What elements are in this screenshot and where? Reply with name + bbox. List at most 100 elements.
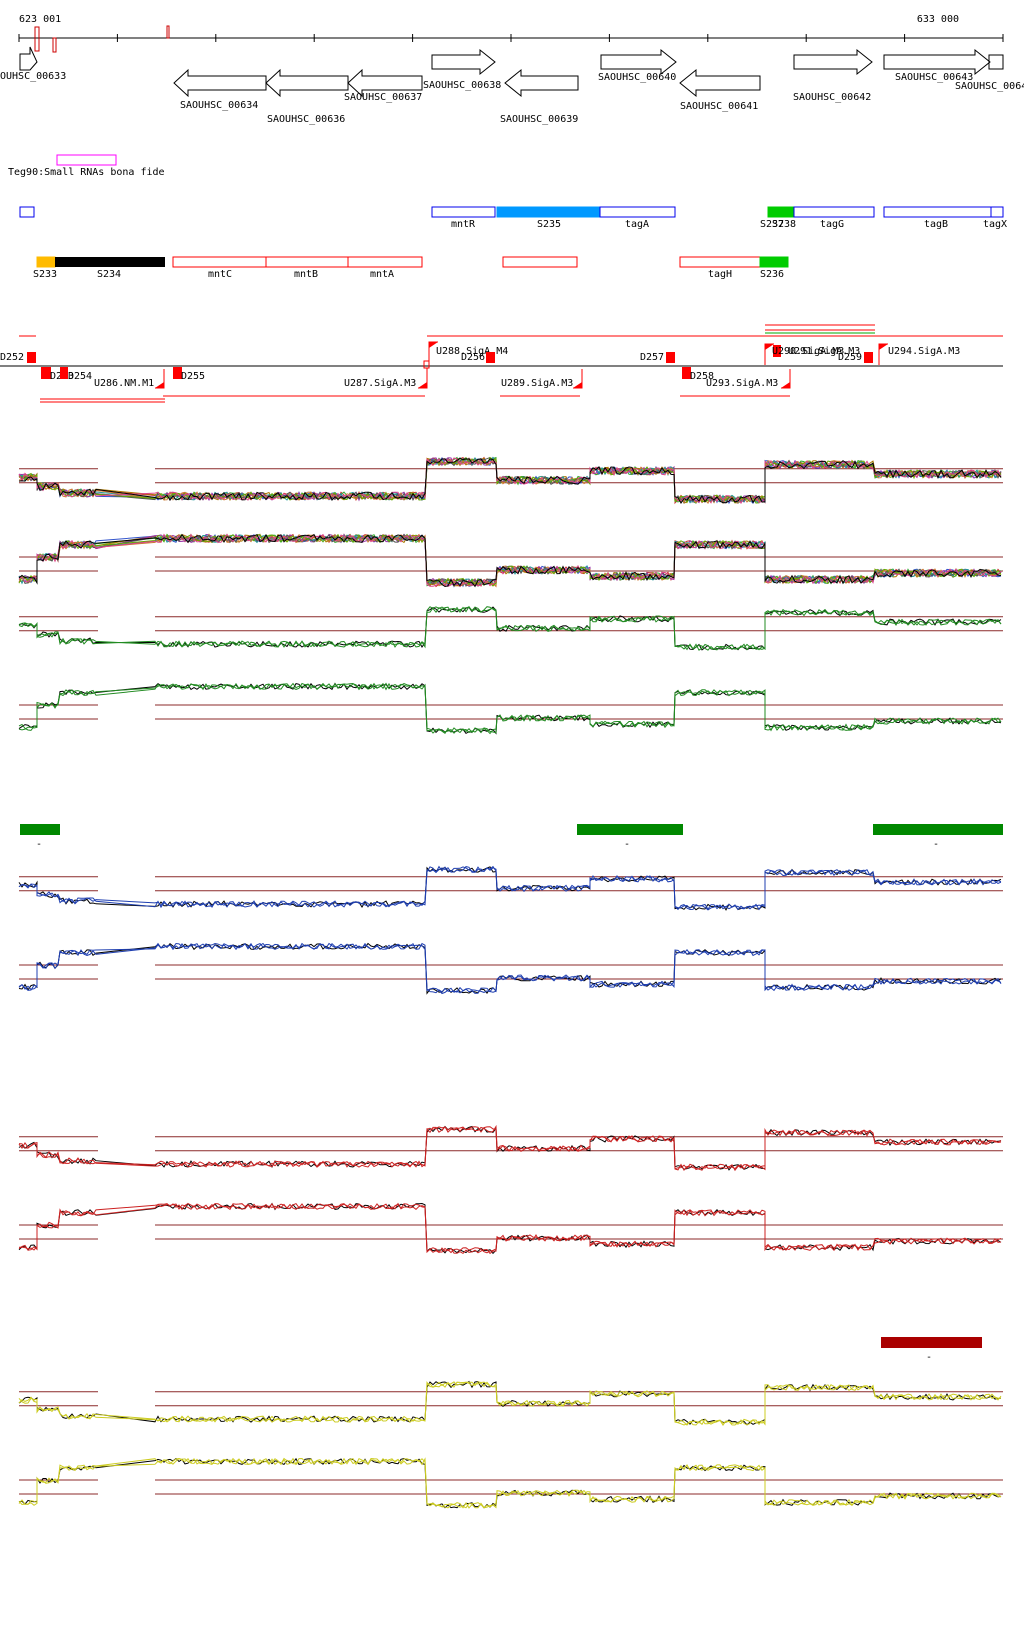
condition-mark: - <box>933 839 939 850</box>
feature-box[interactable] <box>431 206 496 218</box>
feature-box[interactable] <box>599 206 676 218</box>
gene-label: SAOUHSC_00639 <box>500 114 578 125</box>
feature-label: tagB <box>924 219 948 230</box>
expression-line <box>18 605 1002 651</box>
gene-arrow[interactable] <box>679 68 761 98</box>
feature-box[interactable] <box>759 256 789 268</box>
feature-box[interactable] <box>55 257 165 267</box>
condition-bar <box>873 824 1003 835</box>
feature-box[interactable] <box>172 256 267 268</box>
small-rna-track: Teg90:Small RNAs bona fide <box>8 154 165 178</box>
gene-arrow[interactable] <box>793 48 873 76</box>
feature-box[interactable] <box>19 206 35 218</box>
segment-label: U291.SigA.M3 <box>788 346 860 357</box>
feature-box[interactable] <box>883 206 992 218</box>
expression-line <box>18 942 1002 994</box>
condition-mark: - <box>36 839 42 850</box>
gene-label: SAOUHSC_00641 <box>680 101 758 112</box>
expression-line <box>18 1457 1002 1509</box>
expression-line <box>18 1457 1002 1509</box>
expression-line <box>18 457 1002 504</box>
feature-box[interactable] <box>767 206 795 218</box>
segment-label: D258 <box>690 371 714 382</box>
feature-box[interactable] <box>793 206 875 218</box>
feature-label: S238 <box>772 219 796 230</box>
feature-label: S233 <box>33 269 57 280</box>
gene-label: SAOUHSC_00638 <box>423 80 501 91</box>
feature-box[interactable] <box>679 256 761 268</box>
feature-label: tagX <box>983 219 1007 230</box>
gene-arrow[interactable] <box>347 68 423 98</box>
condition-mark: - <box>624 839 630 850</box>
feature-box[interactable] <box>36 256 56 268</box>
expression-panel <box>18 456 1003 588</box>
segment-label: D254 <box>68 371 92 382</box>
expression-line <box>18 1381 1002 1426</box>
segment-marker[interactable] <box>486 352 495 363</box>
feature-box[interactable] <box>265 256 349 268</box>
gene-arrow[interactable] <box>173 68 267 98</box>
minus-strand-features: S233 S234 mntC mntB mntA tagH S236 <box>33 256 789 280</box>
expression-panel <box>18 1124 1003 1255</box>
expression-line <box>18 606 1002 651</box>
segment-label: U289.SigA.M3 <box>501 378 573 389</box>
condition-bar <box>577 824 683 835</box>
segment-marker[interactable] <box>41 367 51 379</box>
expression-line <box>18 457 1002 505</box>
segment-label: D257 <box>640 352 664 363</box>
gene-arrow[interactable] <box>19 46 38 71</box>
gene-arrow[interactable] <box>600 48 677 76</box>
expression-panel <box>18 605 1003 735</box>
feature-box[interactable] <box>502 256 578 268</box>
expression-line <box>18 1202 1002 1255</box>
expression-line <box>18 682 1002 735</box>
gene-label: SAOUHSC_00634 <box>180 100 258 111</box>
feature-label: mntR <box>451 219 476 230</box>
segment-marker[interactable] <box>27 352 36 363</box>
feature-label: mntA <box>370 269 394 280</box>
feature-label: mntB <box>294 269 318 280</box>
condition-bar <box>20 824 60 835</box>
feature-label: mntC <box>208 269 232 280</box>
feature-label: S235 <box>537 219 561 230</box>
gene-annotation-track: OUHSC_00633 SAOUHSC_00634 SAOUHSC_00636 … <box>0 46 1024 125</box>
feature-box[interactable] <box>496 206 601 218</box>
segment-marker[interactable] <box>773 345 781 357</box>
small-rna-track-label: Teg90:Small RNAs bona fide <box>8 167 165 178</box>
segment-label: D259 <box>838 352 862 363</box>
segment-label: U293.SigA.M3 <box>706 378 778 389</box>
gene-arrow[interactable] <box>265 68 349 98</box>
segment-marker[interactable] <box>666 352 675 363</box>
gene-label: SAOUHSC_0064 <box>955 81 1024 92</box>
gene-arrow[interactable] <box>504 68 579 98</box>
feature-label: S236 <box>760 269 784 280</box>
segment-marker[interactable] <box>864 352 873 363</box>
gene-arrow[interactable] <box>883 48 991 76</box>
expression-line <box>19 1202 1002 1254</box>
segment-marker[interactable] <box>682 367 691 379</box>
gene-arrow[interactable] <box>988 54 1004 70</box>
segment-marker[interactable] <box>60 367 68 379</box>
feature-box[interactable] <box>990 206 1004 218</box>
expression-panel <box>18 1380 1003 1509</box>
segment-label: D255 <box>181 371 205 382</box>
segment-label: U290.SigA.M3 <box>772 346 844 357</box>
segment-label: D256 <box>461 352 485 363</box>
segment-marker[interactable] <box>173 367 182 379</box>
gene-label: SAOUHSC_00643 <box>895 72 973 83</box>
expression-panel <box>18 865 1003 995</box>
expression-line <box>18 533 1002 588</box>
feature-box[interactable] <box>347 256 423 268</box>
expression-line <box>18 942 1002 995</box>
feature-label: tagA <box>625 219 649 230</box>
gene-arrow[interactable] <box>431 48 496 76</box>
small-rna-box[interactable] <box>56 154 117 166</box>
axis-start-label: 623 001 <box>19 14 61 25</box>
condition-mark: - <box>926 1352 932 1363</box>
gene-label: SAOUHSC_00636 <box>267 114 345 125</box>
segment-label: U294.SigA.M3 <box>888 346 960 357</box>
segment-label: U287.SigA.M3 <box>344 378 416 389</box>
gene-label: SAOUHSC_00637 <box>344 92 422 103</box>
expression-line <box>18 533 1002 588</box>
